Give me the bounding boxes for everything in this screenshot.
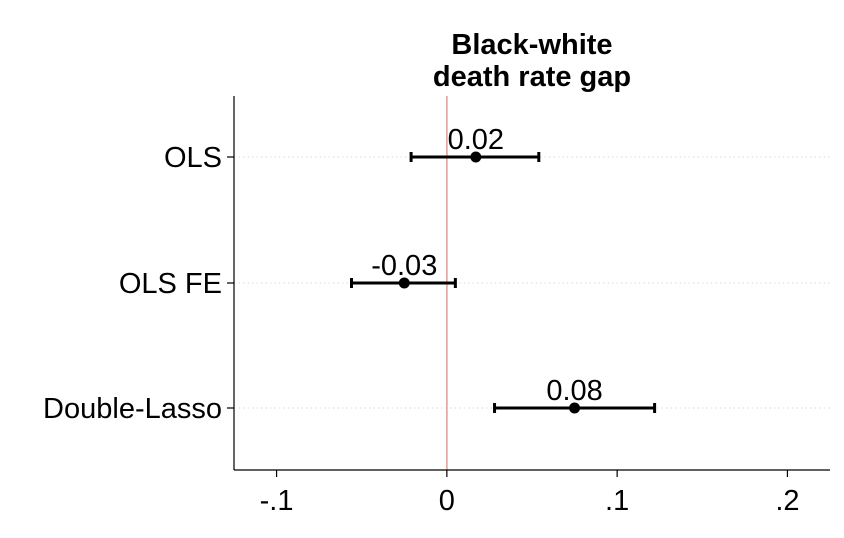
x-tick-label: 0 — [439, 485, 455, 517]
data-label: 0.02 — [448, 124, 504, 156]
estimates-layer — [349, 151, 657, 414]
x-tick-label: .1 — [605, 485, 629, 517]
x-tick-label: .2 — [775, 485, 799, 517]
title-line-2: death rate gap — [433, 61, 631, 93]
point-estimate — [398, 277, 410, 289]
y-tick-label: Double-Lasso — [43, 393, 222, 425]
y-tick-label: OLS — [164, 142, 222, 174]
data-label: -0.03 — [371, 250, 437, 282]
chart-title: Black-white death rate gap — [433, 29, 631, 93]
y-tick-label: OLS FE — [119, 268, 222, 300]
point-estimate — [569, 402, 581, 414]
title-line-1: Black-white — [451, 29, 612, 61]
point-estimate — [470, 151, 482, 163]
axes — [227, 96, 830, 477]
x-tick-label: -.1 — [260, 485, 294, 517]
data-label: 0.08 — [546, 375, 602, 407]
grid-lines — [234, 156, 830, 409]
tick-labels: OLS OLS FE Double-Lasso -.1 0 .1 .2 0.02 -0.03 0.… — [43, 124, 799, 517]
